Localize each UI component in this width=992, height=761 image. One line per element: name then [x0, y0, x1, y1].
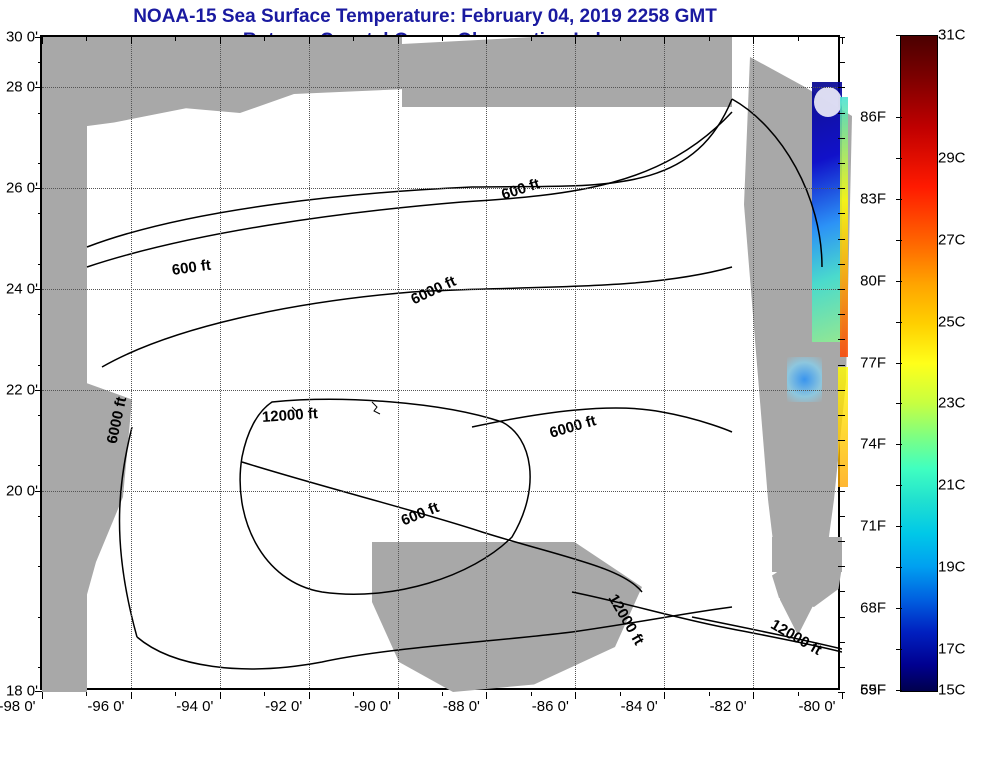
lon-label--96: -96 0': [81, 698, 131, 715]
colorbar-label-68F: 68F: [846, 600, 886, 617]
colorbar-label-27C: 27C: [938, 231, 978, 248]
lon-label--86: -86 0': [525, 698, 575, 715]
lon-label--80: -80 0': [792, 698, 842, 715]
colorbar-label-29C: 29C: [938, 149, 978, 166]
colorbar-gradient: [900, 35, 938, 692]
gridline-lat-24: [42, 289, 838, 290]
colorbar-label-25C: 25C: [938, 313, 978, 330]
colorbar-label-74F: 74F: [846, 436, 886, 453]
colorbar-label-77F: 77F: [846, 354, 886, 371]
lat-label-20: 20 0': [0, 482, 38, 499]
colorbar-label-21C: 21C: [938, 477, 978, 494]
colorbar-label-71F: 71F: [846, 518, 886, 535]
gridline-lat-20: [42, 491, 838, 492]
gridline-lon--96: [131, 37, 132, 688]
lon-label--98: -98 0': [0, 698, 42, 715]
lat-label-22: 22 0': [0, 381, 38, 398]
colorbar-label-83F: 83F: [846, 190, 886, 207]
lat-label-18: 18 0': [0, 683, 38, 700]
gridline-lon--84: [664, 37, 665, 688]
map-plot-area[interactable]: 600 ft 600 ft 6000 ft 6000 ft 12000 ft 6…: [40, 35, 840, 690]
colorbar-label-59F: 59F: [846, 682, 886, 699]
lat-label-30: 30 0': [0, 29, 38, 46]
title-line1: NOAA-15 Sea Surface Temperature: Februar…: [0, 6, 850, 28]
colorbar-label-19C: 19C: [938, 559, 978, 576]
lon-label--94: -94 0': [170, 698, 220, 715]
lat-label-28: 28 0': [0, 79, 38, 96]
gridline-lon--86: [575, 37, 576, 688]
colorbar-label-86F: 86F: [846, 108, 886, 125]
lat-label-26: 26 0': [0, 180, 38, 197]
lon-label--92: -92 0': [259, 698, 309, 715]
lon-label--88: -88 0': [436, 698, 486, 715]
colorbar-label-80F: 80F: [846, 272, 886, 289]
gridline-lon--94: [220, 37, 221, 688]
gridline-lat-22: [42, 390, 838, 391]
colorbar-legend[interactable]: 31C 86F 83F 80F 77F 74F 71F 68F 65F 29C …: [888, 35, 936, 690]
gridline-lon--88: [486, 37, 487, 688]
gridline-lon--92: [309, 37, 310, 688]
screenshot-root: NOAA-15 Sea Surface Temperature: Februar…: [0, 0, 992, 761]
gridline-lon--90: [398, 37, 399, 688]
gridline-lat-26: [42, 188, 838, 189]
gridline-lat-28: [42, 87, 838, 88]
colorbar-label-17C: 17C: [938, 641, 978, 658]
lon-label--84: -84 0': [614, 698, 664, 715]
gridline-lon--82: [753, 37, 754, 688]
lat-label-24: 24 0': [0, 281, 38, 298]
lon-label--82: -82 0': [703, 698, 753, 715]
colorbar-label-15C: 15C: [938, 682, 978, 699]
lon-label--90: -90 0': [348, 698, 398, 715]
colorbar-label-31C: 31C: [938, 27, 978, 44]
depth-contour-lines: [42, 37, 842, 692]
colorbar-label-23C: 23C: [938, 395, 978, 412]
